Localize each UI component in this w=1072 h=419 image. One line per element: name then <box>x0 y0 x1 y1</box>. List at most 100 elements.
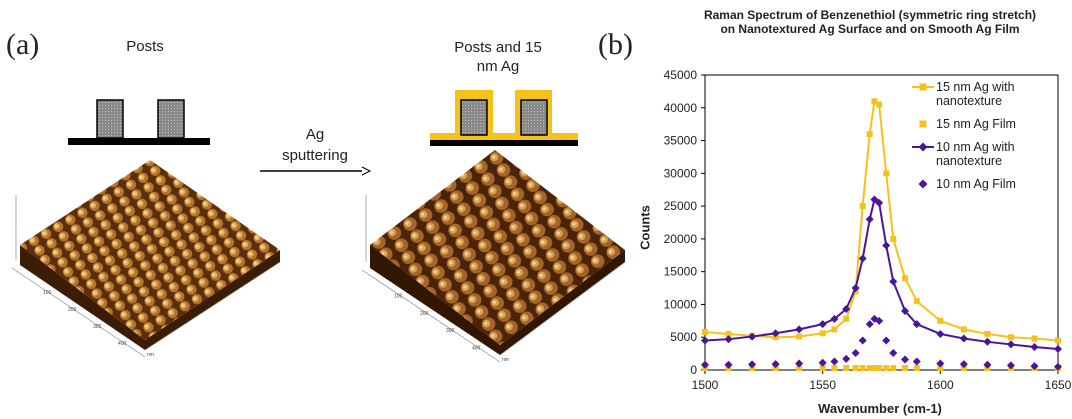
afm-tick-label: 400 <box>118 341 127 347</box>
marker <box>865 215 874 224</box>
marker <box>936 359 945 368</box>
legend-swatch <box>918 179 928 189</box>
marker <box>843 315 850 322</box>
legend-label: 10 nm Ag with nanotexture <box>936 140 1015 168</box>
y-tick-label: 20000 <box>664 232 698 246</box>
series-line <box>704 197 1059 351</box>
afm-image-right <box>361 150 626 363</box>
legend: 15 nm Ag with nanotexture 15 nm Ag Film 10… <box>912 80 1054 200</box>
marker <box>902 275 909 282</box>
marker <box>843 365 850 372</box>
marker <box>865 320 874 329</box>
legend-swatch <box>919 120 927 128</box>
marker <box>831 365 838 372</box>
marker <box>796 333 803 340</box>
afm-unit: nm <box>502 357 509 363</box>
marker <box>818 320 827 329</box>
marker <box>701 336 709 345</box>
marker <box>913 365 920 372</box>
marker <box>902 365 909 372</box>
marker <box>889 277 898 286</box>
marker <box>748 332 757 341</box>
x-tick-label: 1600 <box>927 378 954 392</box>
marker <box>871 98 878 105</box>
marker <box>866 131 873 137</box>
marker <box>889 348 898 357</box>
marker <box>796 365 803 372</box>
y-tick-label: 5000 <box>670 330 697 344</box>
afm-image-left <box>11 160 281 358</box>
legend-entry: 10 nm Ag Film <box>912 177 1054 191</box>
marker <box>819 330 826 337</box>
legend-swatch <box>912 142 934 152</box>
marker <box>725 330 732 337</box>
marker <box>858 254 867 263</box>
marker <box>1030 362 1039 371</box>
y-tick-label: 15000 <box>664 265 698 279</box>
marker <box>901 355 910 364</box>
marker <box>983 360 992 369</box>
marker <box>890 235 897 242</box>
legend-label: 15 nm Ag Film <box>936 117 1016 131</box>
marker <box>851 348 860 357</box>
y-tick-label: 30000 <box>664 166 698 180</box>
marker <box>912 357 921 366</box>
marker <box>875 316 884 325</box>
posts-schematic <box>68 99 210 145</box>
marker <box>913 298 920 305</box>
y-tick-label: 25000 <box>664 199 698 213</box>
marker <box>771 360 780 369</box>
diagram-label: Posts <box>126 38 164 55</box>
marker <box>819 365 826 372</box>
marker <box>859 203 866 210</box>
marker <box>919 83 927 91</box>
x-tick-label: 1500 <box>692 378 719 392</box>
y-tick-label: 45000 <box>664 68 698 82</box>
marker <box>795 359 804 368</box>
y-tick-label: 0 <box>690 363 697 377</box>
afm-tick-labels: 100 200 300 400 nm 100 200 300 400 nm <box>43 290 509 363</box>
marker <box>795 325 804 334</box>
marker <box>748 360 757 369</box>
x-tick-label: 1550 <box>809 378 836 392</box>
marker <box>831 326 838 333</box>
panel-label: (b) <box>598 28 633 61</box>
arrow <box>260 166 372 176</box>
coated-posts-schematic <box>430 90 578 146</box>
marker <box>875 198 884 207</box>
afm-unit: nm <box>147 352 154 358</box>
afm-tick-label: 300 <box>446 328 455 334</box>
marker <box>724 335 733 344</box>
marker <box>883 170 890 177</box>
marker <box>818 358 827 367</box>
chart-title: Raman Spectrum of Benzenethiol (symmetri… <box>703 8 1037 36</box>
x-tick-label: 1650 <box>1045 378 1072 392</box>
afm-tick-label: 100 <box>394 293 403 299</box>
marker <box>702 328 708 335</box>
arrow-label: Ag sputtering <box>282 126 348 164</box>
legend-label: 15 nm Ag with nanotexture <box>936 80 1015 108</box>
marker <box>701 360 709 369</box>
marker <box>960 326 967 333</box>
y-tick-label: 10000 <box>664 297 698 311</box>
marker <box>852 365 859 372</box>
marker <box>842 354 851 363</box>
marker <box>871 365 878 372</box>
marker <box>876 101 883 108</box>
marker <box>883 365 890 372</box>
marker <box>912 320 921 329</box>
marker <box>842 305 851 314</box>
legend-entry: 15 nm Ag with nanotexture <box>912 80 1054 108</box>
marker <box>1031 335 1038 342</box>
y-tick-label: 40000 <box>664 101 698 115</box>
afm-tick-label: 200 <box>420 311 429 317</box>
legend-label: 10 nm Ag Film <box>936 177 1016 191</box>
marker <box>918 179 928 189</box>
marker <box>882 336 891 345</box>
marker <box>830 314 839 323</box>
y-tick-label: 35000 <box>664 134 698 148</box>
marker <box>866 365 873 372</box>
afm-tick-label: 300 <box>93 324 102 330</box>
chart: 0 5000 10000 15000 20000 25000 30000 35000 40000… <box>664 68 1072 392</box>
